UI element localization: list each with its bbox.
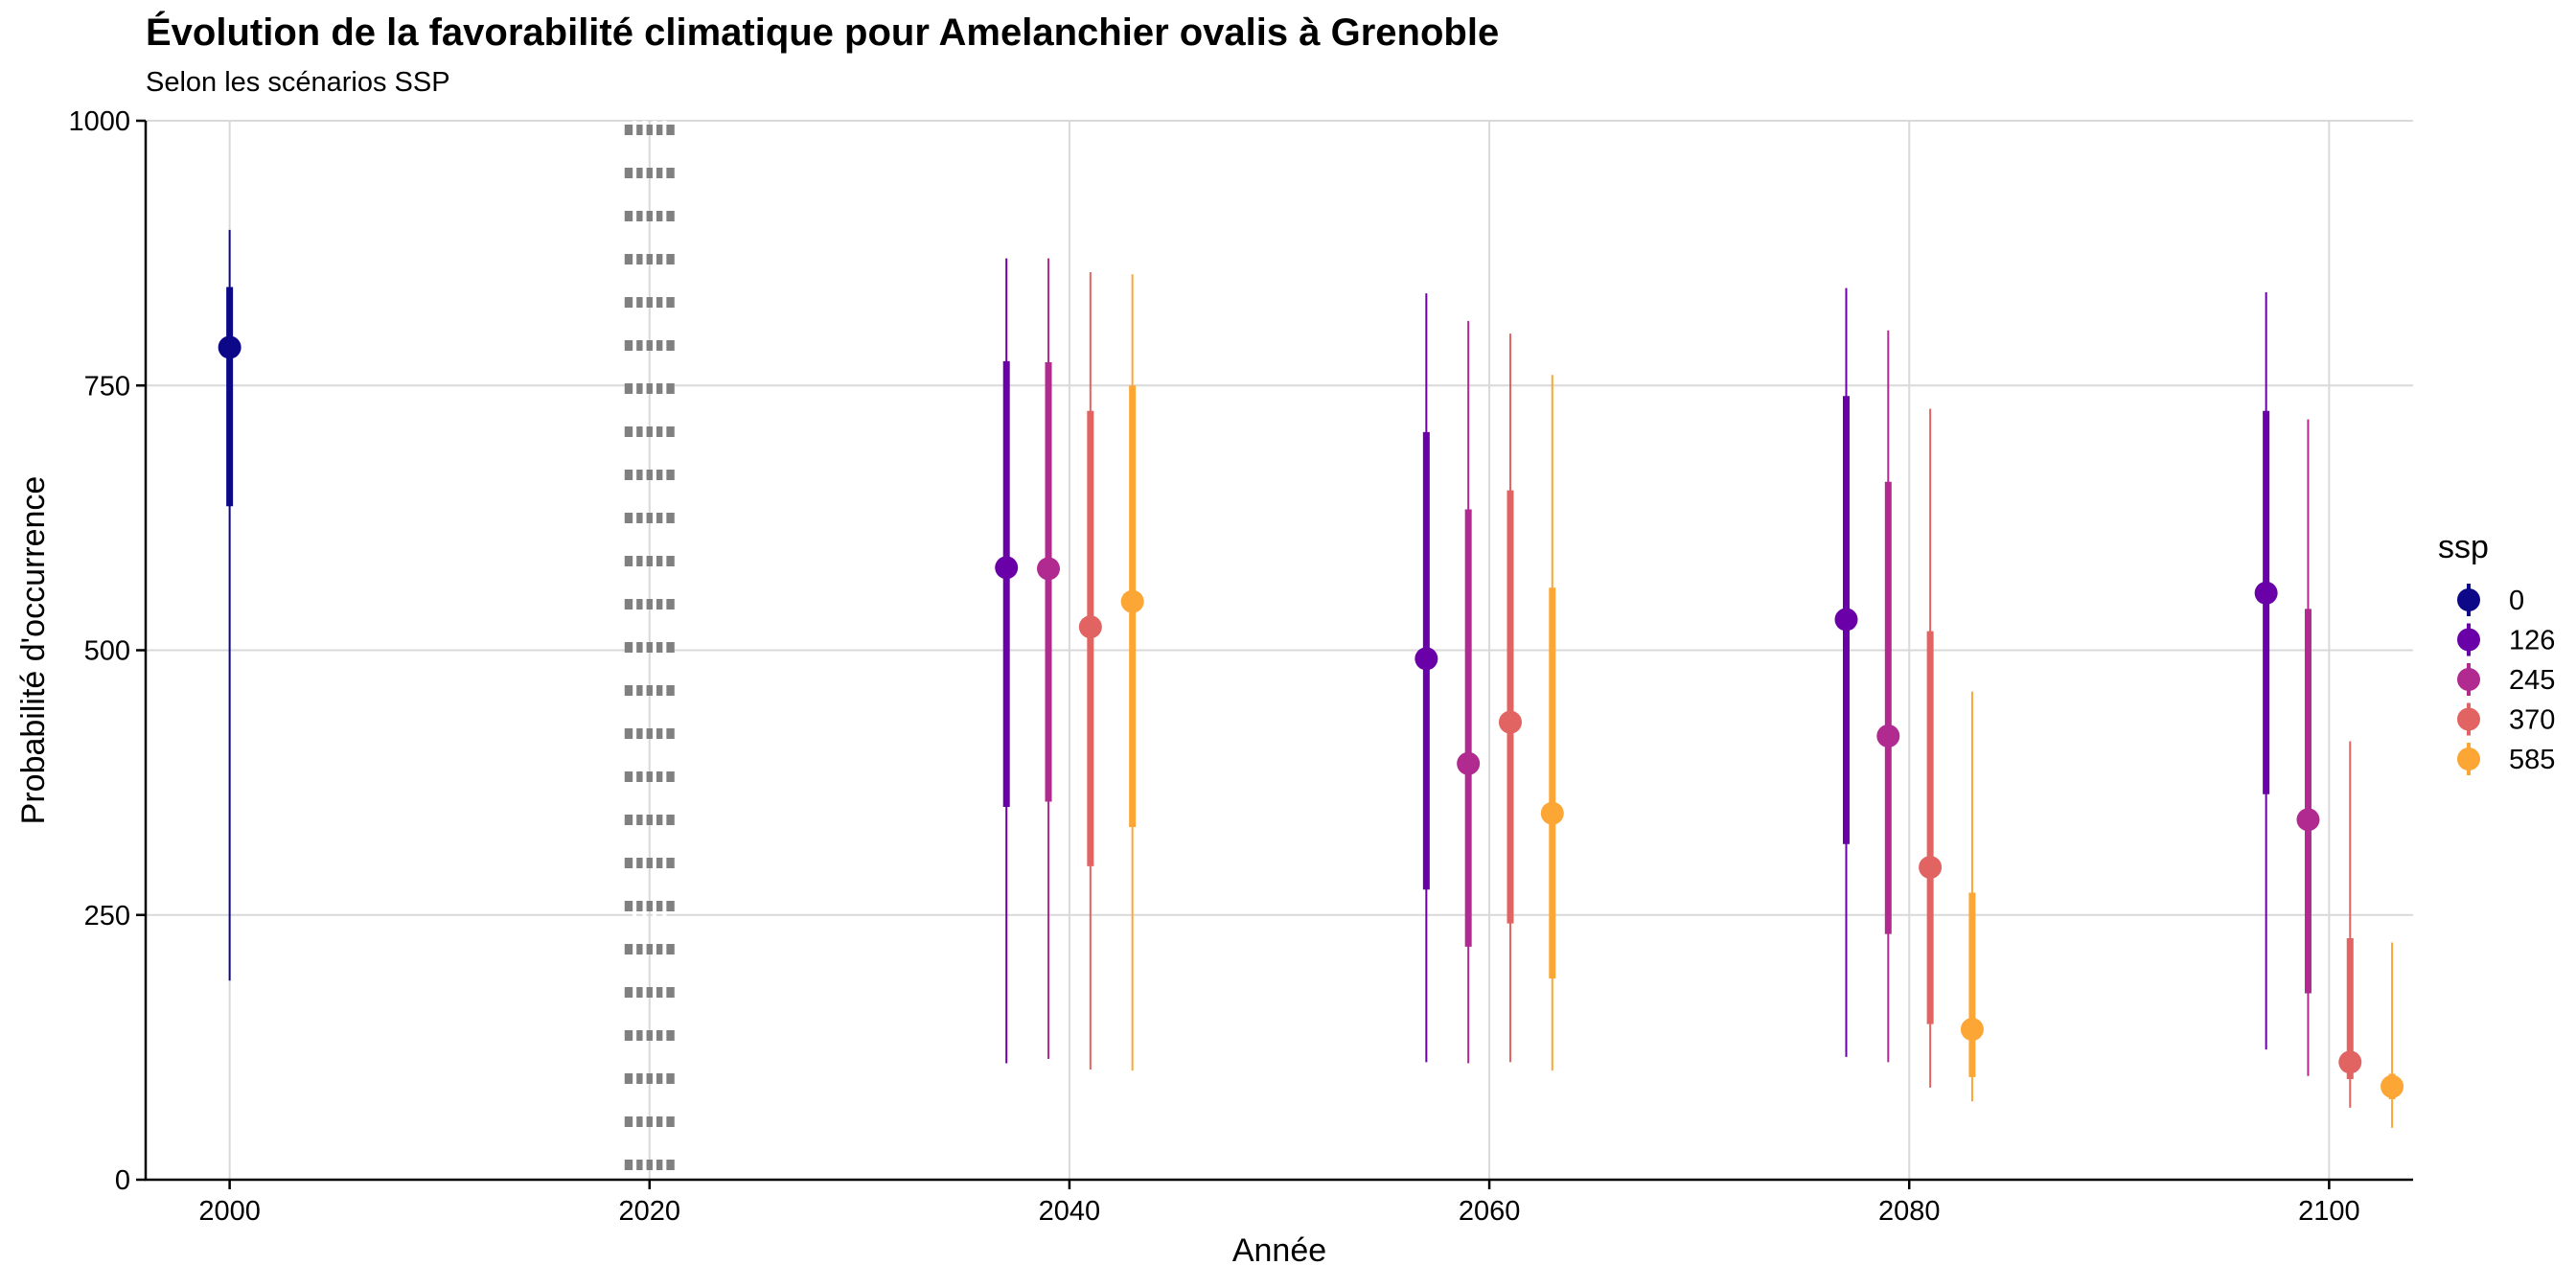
- median-point: [2296, 808, 2320, 832]
- legend-label: 245: [2509, 665, 2555, 696]
- legend-item-ssp-370: 370: [2457, 702, 2555, 736]
- x-tick-label: 2060: [1459, 1196, 1521, 1227]
- legend-key-point: [2457, 628, 2480, 652]
- pointrange-ssp-245: [1876, 330, 1900, 1063]
- median-point: [2338, 1050, 2362, 1074]
- legend-title: ssp: [2438, 529, 2489, 565]
- median-point: [1120, 589, 1144, 613]
- pointrange-ssp-370: [1919, 408, 1943, 1088]
- axes: 0 250 500 750 1000 2000 2020 2040 2060 2080 2100 An…: [15, 106, 2413, 1269]
- chart-subtitle: Selon les scénarios SSP: [146, 67, 450, 98]
- pointrange-ssp-245: [2296, 419, 2320, 1076]
- median-point: [218, 335, 242, 359]
- data-marks: [218, 229, 2404, 1128]
- legend-item-ssp-126: 126: [2457, 623, 2555, 656]
- pointrange-ssp-370: [1498, 334, 1522, 1063]
- reference-band: [624, 121, 675, 1180]
- median-point: [1498, 710, 1522, 734]
- x-axis-title: Année: [1232, 1232, 1326, 1269]
- legend-label: 370: [2509, 705, 2555, 736]
- x-tick-label: 2000: [198, 1196, 261, 1227]
- pointrange-ssp-585: [1540, 375, 1564, 1071]
- y-tick-label: 500: [84, 636, 130, 667]
- legend: ssp 0 126 245 370 585: [2438, 529, 2555, 775]
- legend-key-point: [2457, 668, 2480, 691]
- y-tick-label: 1000: [68, 106, 130, 137]
- median-point: [995, 556, 1019, 580]
- x-tick-label: 2020: [619, 1196, 681, 1227]
- pointrange-ssp-245: [1037, 258, 1061, 1060]
- pointrange-ssp-585: [1960, 691, 1984, 1102]
- median-point: [1960, 1018, 1984, 1042]
- median-point: [1540, 801, 1564, 825]
- y-tick-label: 250: [84, 901, 130, 932]
- pointrange-ssp-585: [1120, 274, 1144, 1071]
- x-tick-label: 2100: [2298, 1196, 2360, 1227]
- pointrange-ssp-370: [1078, 272, 1102, 1070]
- grid-lines: [146, 120, 2413, 1181]
- median-point: [1457, 751, 1481, 775]
- median-point: [1919, 856, 1943, 880]
- median-point: [1078, 615, 1102, 639]
- median-point: [1414, 647, 1438, 671]
- legend-item-ssp-0: 0: [2457, 584, 2524, 616]
- pointrange-ssp-0: [218, 229, 242, 981]
- y-tick-label: 0: [115, 1165, 130, 1196]
- x-tick-label: 2080: [1878, 1196, 1941, 1227]
- y-axis-title: Probabilité d'occurrence: [15, 476, 52, 825]
- legend-label: 0: [2509, 586, 2524, 616]
- chart-title: Évolution de la favorabilité climatique …: [146, 12, 1500, 54]
- median-point: [1037, 557, 1061, 581]
- legend-key-point: [2457, 588, 2480, 611]
- pointrange-ssp-126: [1834, 288, 1858, 1057]
- median-point: [2254, 581, 2278, 605]
- median-point: [2380, 1074, 2404, 1098]
- x-tick-label: 2040: [1039, 1196, 1101, 1227]
- y-tick-label: 750: [84, 371, 130, 402]
- median-point: [1876, 724, 1900, 748]
- pointrange-ssp-126: [995, 258, 1019, 1064]
- legend-item-ssp-245: 245: [2457, 663, 2555, 696]
- legend-key-point: [2457, 707, 2480, 731]
- median-point: [1834, 608, 1858, 632]
- legend-label: 585: [2509, 745, 2555, 775]
- pointrange-ssp-370: [2338, 741, 2362, 1108]
- pointrange-ssp-245: [1457, 320, 1481, 1064]
- pointrange-ssp-585: [2380, 942, 2404, 1128]
- pointrange-ssp-126: [1414, 293, 1438, 1063]
- legend-item-ssp-585: 585: [2457, 743, 2555, 775]
- pointrange-ssp-126: [2254, 292, 2278, 1050]
- legend-key-point: [2457, 748, 2480, 770]
- legend-label: 126: [2509, 626, 2555, 656]
